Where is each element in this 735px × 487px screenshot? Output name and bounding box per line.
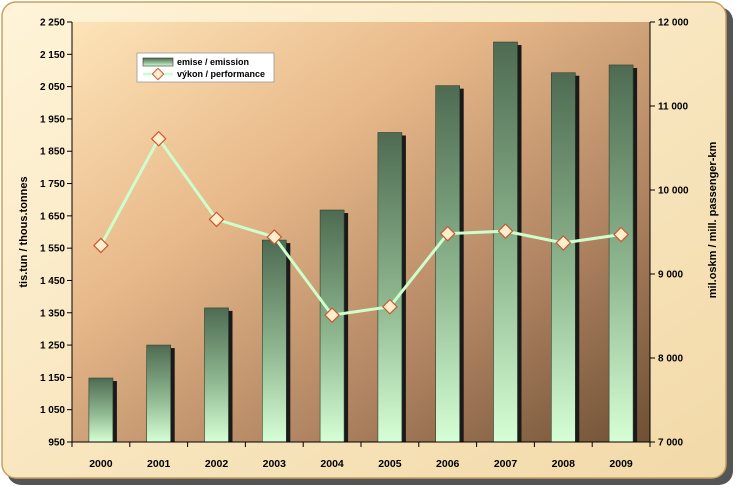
y-tick-label: 1 050 <box>40 405 65 416</box>
y-tick-label: 1 650 <box>40 211 65 222</box>
bars-group <box>88 41 638 443</box>
performance-marker-2000 <box>92 237 109 254</box>
performance-marker-2002 <box>208 211 225 228</box>
performance-marker-2004 <box>324 307 341 324</box>
y2-tick-label: 10 000 <box>658 186 689 197</box>
line-group <box>92 130 630 324</box>
y-tick-label: 2 150 <box>40 50 65 61</box>
y-tick-label: 1 250 <box>40 341 65 352</box>
y-tick-label: 950 <box>48 438 65 449</box>
x-tick-label-2005: 2005 <box>378 458 402 470</box>
y2-tick-label: 11 000 <box>658 102 688 113</box>
performance-marker-2005 <box>381 298 398 315</box>
y2-tick-label: 12 000 <box>658 18 689 29</box>
y2-tick-label: 8 000 <box>658 354 683 365</box>
legend-swatch-emission <box>142 57 174 67</box>
x-tick-label-2008: 2008 <box>552 458 576 470</box>
performance-marker-2003 <box>266 229 283 245</box>
bar-2001 <box>146 344 171 443</box>
y-tick-label: 1 350 <box>40 308 65 319</box>
legend: emise / emission výkon / performance <box>136 52 275 83</box>
bar-2004 <box>319 209 345 443</box>
x-tick-label-2009: 2009 <box>609 458 633 470</box>
y2-tick-label: 9 000 <box>658 270 683 281</box>
y-tick-label: 1 450 <box>40 276 65 287</box>
x-tick-label-2004: 2004 <box>320 458 344 470</box>
axes-group: 950 1 050 1 150 1 250 1 350 1 450 1 550 1 650 1 … <box>40 18 689 471</box>
performance-marker-2009 <box>613 226 630 243</box>
bar-2005 <box>377 132 403 443</box>
x-tick-label-2002: 2002 <box>205 458 229 470</box>
y-tick-label: 2 250 <box>40 18 65 29</box>
bar-2000 <box>88 377 114 443</box>
x-tick-label-2006: 2006 <box>436 458 460 470</box>
legend-swatch-performance-marker <box>151 67 165 81</box>
y2-axis-title: mil.oskm / mill. passenger-km <box>707 142 719 299</box>
bar-2003 <box>261 239 287 443</box>
x-tick-label-2000: 2000 <box>89 458 113 470</box>
performance-marker-2001 <box>150 130 167 147</box>
y-tick-label: 1 850 <box>40 147 65 158</box>
legend-label-performance: výkon / performance <box>177 69 265 79</box>
y-tick-label: 1 750 <box>40 179 65 190</box>
y-tick-label: 1 950 <box>40 114 65 125</box>
x-tick-label-2003: 2003 <box>263 458 287 470</box>
x-tick-label-2007: 2007 <box>494 458 518 470</box>
bar-2009 <box>608 64 634 443</box>
bar-2008 <box>550 72 576 443</box>
performance-marker-2006 <box>439 225 456 242</box>
performance-marker-2008 <box>555 235 572 251</box>
x-tick-label-2001: 2001 <box>147 458 171 470</box>
performance-line <box>99 135 622 317</box>
bar-2006 <box>435 85 461 443</box>
performance-marker-2007 <box>497 223 514 240</box>
bar-2002 <box>204 307 229 443</box>
y-axis-title: tis.tun / thous.tonnes <box>18 176 30 287</box>
y-tick-label: 1 150 <box>40 373 65 384</box>
y2-tick-label: 7 000 <box>658 438 683 449</box>
y-tick-label: 1 550 <box>40 244 65 255</box>
bar-2007 <box>493 41 518 443</box>
legend-label-emission: emise / emission <box>177 57 249 67</box>
y-tick-label: 2 050 <box>40 82 65 93</box>
